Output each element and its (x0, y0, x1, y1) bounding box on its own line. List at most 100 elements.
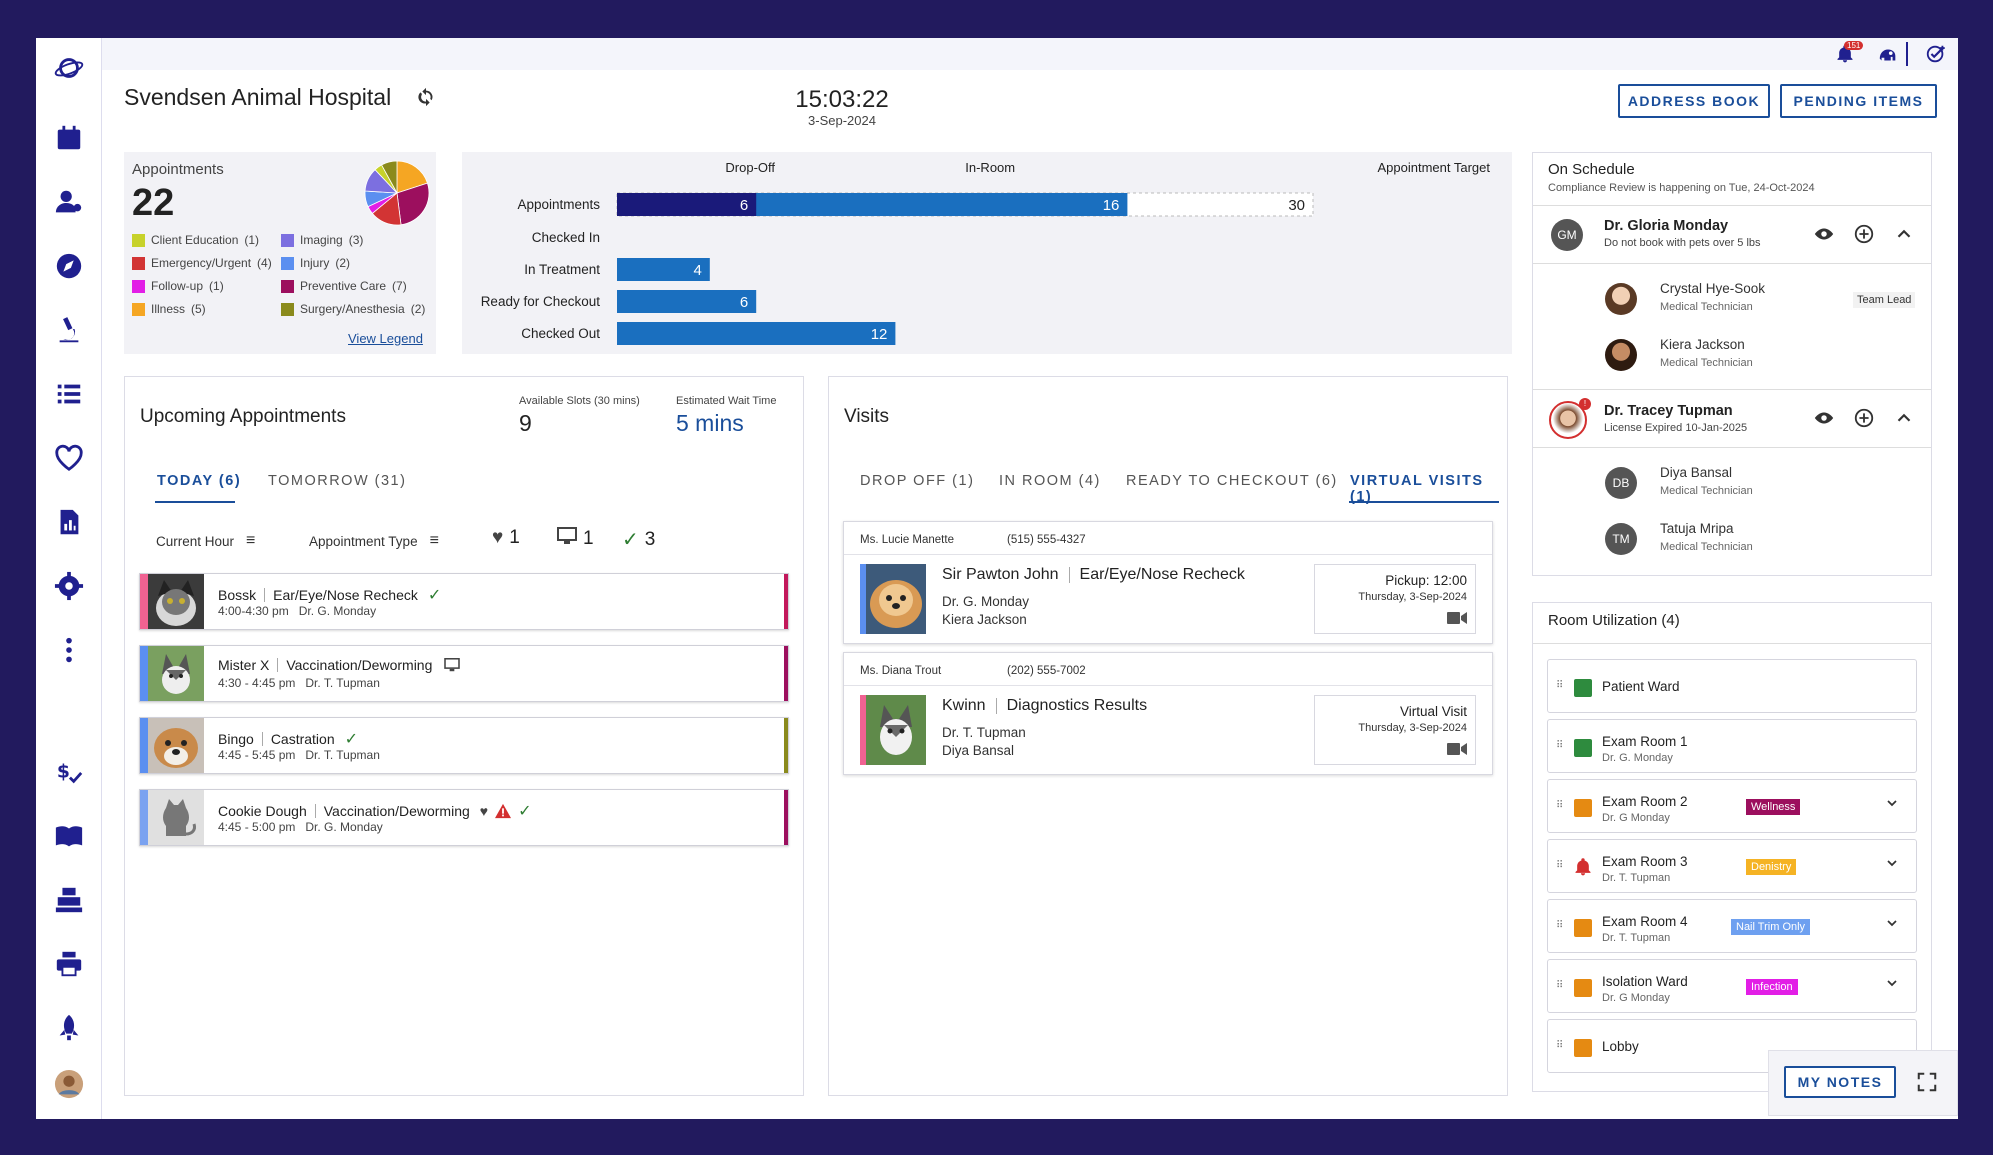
pending-items-button[interactable]: PENDING ITEMS (1780, 84, 1937, 118)
status-bar-value: 6 (740, 294, 748, 311)
expand-icon[interactable] (1916, 1071, 1938, 1098)
book-icon[interactable] (53, 820, 85, 852)
list-icon[interactable] (53, 378, 85, 410)
add-circle-icon[interactable] (1853, 223, 1875, 245)
calendar-icon[interactable] (53, 122, 85, 154)
visit-title: Kwinn Diagnostics Results (942, 697, 1147, 715)
visit-card[interactable]: Ms. Lucie Manette (515) 555-4327 Sir Pawto… (843, 521, 1493, 644)
pie-slice (396, 160, 428, 194)
appointment-time: 4:00-4:30 pm (218, 604, 289, 618)
logo-icon[interactable] (53, 52, 85, 84)
drag-handle-icon[interactable]: ⠿ (1556, 680, 1563, 691)
chevron-down-icon[interactable] (1884, 915, 1900, 936)
compass-icon[interactable] (53, 250, 85, 282)
room-tag: Wellness (1746, 799, 1801, 815)
chevron-down-icon[interactable] (1884, 795, 1900, 816)
doctor-name[interactable]: Dr. Gloria Monday (1604, 218, 1729, 234)
microscope-icon[interactable] (53, 314, 85, 346)
appointment-time-doctor: 4:45 - 5:00 pm Dr. G. Monday (218, 820, 383, 834)
visit-reason: Ear/Eye/Nose Recheck (1079, 566, 1245, 583)
drop-off-bar (617, 193, 757, 216)
room-row[interactable]: ⠿ Exam Room 2 Dr. G Monday Wellness (1547, 779, 1917, 833)
heart-icon[interactable] (53, 442, 85, 474)
task-check-icon[interactable] (1925, 43, 1947, 70)
room-row[interactable]: ⠿ Isolation Ward Dr. G Monday Infection (1547, 959, 1917, 1013)
appointment-card[interactable]: Mister X Vaccination/Deworming 4:30 - 4:45… (139, 645, 789, 702)
billing-icon[interactable]: $ (53, 756, 85, 788)
appointment-card[interactable]: Bossk Ear/Eye/Nose Recheck ✓ 4:00-4:30 pm Dr… (139, 573, 789, 630)
check-icon: ✓ (622, 529, 639, 551)
appointment-time-doctor: 4:00-4:30 pm Dr. G. Monday (218, 604, 376, 618)
visit-status: Pickup: 12:00 (1385, 573, 1467, 588)
virtual-count-filter[interactable]: 1 (557, 527, 594, 551)
pet-name: Mister X (218, 657, 270, 673)
tab-in-room[interactable]: IN ROOM (4) (999, 473, 1101, 489)
view-eye-icon[interactable] (1813, 223, 1835, 245)
check-count-filter[interactable]: ✓ 3 (622, 527, 655, 552)
room-row[interactable]: ⠿ Exam Room 3 Dr. T. Tupman Denistry (1547, 839, 1917, 893)
appointment-card[interactable]: Bingo Castration ✓ 4:45 - 5:45 pm Dr. T. Tup… (139, 717, 789, 774)
filter-icon: ≡ (429, 532, 439, 549)
doctor-name[interactable]: Dr. Tracey Tupman (1604, 403, 1733, 419)
notifications-icon[interactable]: 151 (1835, 41, 1864, 66)
room-row[interactable]: ⠿ Patient Ward (1547, 659, 1917, 713)
clients-icon[interactable] (53, 186, 85, 218)
chevron-down-icon[interactable] (1884, 855, 1900, 876)
view-legend-link[interactable]: View Legend (348, 331, 423, 346)
address-book-button[interactable]: ADDRESS BOOK (1618, 84, 1770, 118)
rocket-icon[interactable] (53, 1012, 85, 1044)
more-icon[interactable] (53, 634, 85, 666)
video-camera-icon[interactable] (1447, 611, 1467, 630)
visit-type-strip (860, 695, 866, 765)
appointment-doctor: Dr. T. Tupman (305, 748, 380, 762)
room-status-square (1574, 1039, 1592, 1057)
tab-tomorrow[interactable]: TOMORROW (31) (268, 473, 407, 489)
appointment-type-label: Appointment Type (309, 533, 418, 549)
drag-handle-icon[interactable]: ⠿ (1556, 920, 1563, 931)
refresh-icon[interactable] (415, 86, 437, 113)
legend-count: (5) (191, 302, 206, 316)
support-icon[interactable] (1877, 44, 1899, 71)
settings-icon[interactable] (53, 570, 85, 602)
user-avatar[interactable] (53, 1068, 85, 1100)
my-notes-button[interactable]: MY NOTES (1784, 1066, 1896, 1098)
report-icon[interactable] (53, 506, 85, 538)
appointment-reason: Castration (270, 731, 335, 747)
appointment-time-doctor: 4:45 - 5:45 pm Dr. T. Tupman (218, 748, 380, 762)
chevron-up-icon[interactable] (1893, 407, 1915, 429)
heart-count-filter[interactable]: ♥ 1 (492, 527, 520, 549)
room-row[interactable]: ⠿ Exam Room 1 Dr. G. Monday (1547, 719, 1917, 773)
video-camera-icon[interactable] (1447, 742, 1467, 761)
drag-handle-icon[interactable]: ⠿ (1556, 860, 1563, 871)
drag-handle-icon[interactable]: ⠿ (1556, 800, 1563, 811)
legend-swatch (281, 302, 294, 316)
room-doctor: Dr. T. Tupman (1602, 872, 1671, 884)
tab-drop-off[interactable]: DROP OFF (1) (860, 473, 975, 489)
tab-virtual-underline (1349, 501, 1499, 503)
printer-icon[interactable] (53, 948, 85, 980)
drag-handle-icon[interactable]: ⠿ (1556, 1040, 1563, 1051)
room-name: Exam Room 1 (1602, 734, 1688, 749)
view-eye-icon[interactable] (1813, 407, 1835, 429)
tab-ready-to-checkout[interactable]: READY TO CHECKOUT (6) (1126, 473, 1338, 489)
drag-handle-icon[interactable]: ⠿ (1556, 980, 1563, 991)
register-icon[interactable] (53, 884, 85, 916)
room-row[interactable]: ⠿ Exam Room 4 Dr. T. Tupman Nail Trim Only (1547, 899, 1917, 953)
pet-photo (148, 646, 204, 701)
appointment-doctor: Dr. T. Tupman (305, 676, 380, 690)
owner-phone: (515) 555-4327 (1007, 534, 1086, 546)
chevron-down-icon[interactable] (1884, 975, 1900, 996)
on-schedule-panel: On Schedule Compliance Review is happeni… (1532, 152, 1932, 576)
status-row-label: Checked In (532, 230, 600, 245)
visit-card[interactable]: Ms. Diana Trout (202) 555-7002 Kwinn Diagno… (843, 652, 1493, 775)
legend-count: (2) (335, 256, 351, 270)
divider (1533, 389, 1931, 390)
current-hour-filter[interactable]: Current Hour ≡ (156, 532, 255, 550)
tab-today[interactable]: TODAY (6) (157, 473, 242, 489)
heart-count: 1 (509, 527, 520, 548)
appointment-type-filter[interactable]: Appointment Type ≡ (309, 532, 439, 550)
appointment-card[interactable]: Cookie Dough Vaccination/Deworming ♥ ✓ 4:45 … (139, 789, 789, 846)
drag-handle-icon[interactable]: ⠿ (1556, 740, 1563, 751)
chevron-up-icon[interactable] (1893, 223, 1915, 245)
add-circle-icon[interactable] (1853, 407, 1875, 429)
